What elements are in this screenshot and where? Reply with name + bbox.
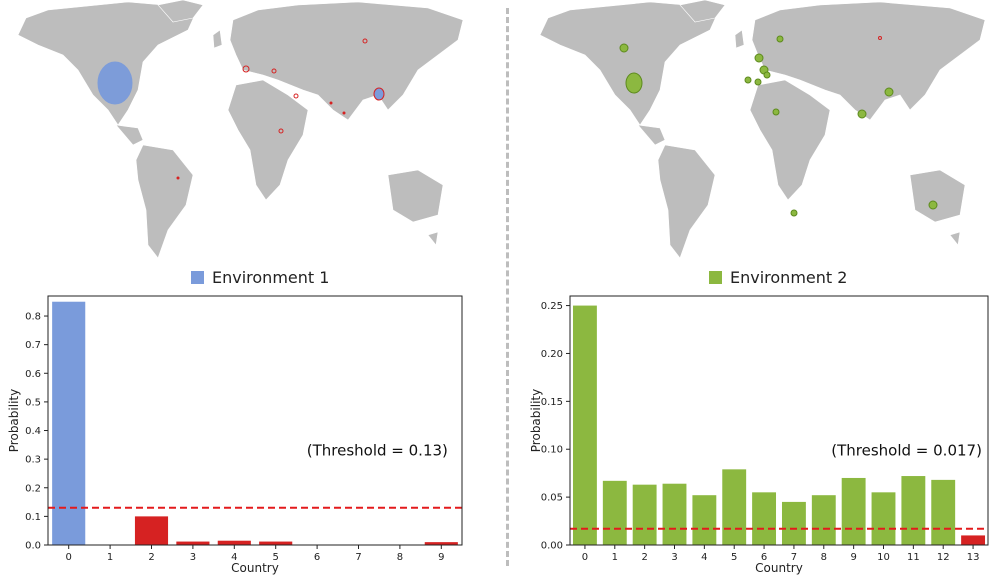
bar-2: [134, 516, 169, 545]
x-tick-label: 8: [821, 552, 827, 563]
x-tick-label: 5: [731, 552, 737, 563]
map-land: [539, 0, 986, 259]
x-tick-label: 9: [850, 552, 856, 563]
x-tick-label: 13: [967, 552, 980, 563]
map-markers: [97, 38, 385, 180]
bar-11: [901, 476, 926, 545]
x-tick-label: 9: [438, 552, 444, 563]
bar-0: [52, 301, 86, 545]
y-tick-label: 0.8: [25, 312, 41, 323]
threshold-annotation: (Threshold = 0.13): [307, 441, 448, 459]
legend-environment-1: Environment 1: [191, 266, 329, 288]
panel-divider: [506, 8, 509, 566]
y-tick-label: 0.4: [25, 426, 41, 437]
bar-0: [572, 305, 597, 545]
y-tick-label: 0.3: [25, 455, 41, 466]
bar-7: [781, 501, 806, 545]
threshold-annotation: (Threshold = 0.017): [831, 441, 982, 459]
x-tick-label: 7: [791, 552, 797, 563]
bar-3: [176, 541, 210, 545]
x-tick-label: 0: [66, 552, 72, 563]
bar-5: [259, 541, 293, 545]
bar-9: [841, 477, 866, 545]
plot-frame: [47, 295, 463, 546]
bar-3: [662, 483, 687, 545]
legend-label: Environment 1: [212, 267, 330, 287]
y-tick-label: 0.5: [25, 397, 41, 408]
bar-2: [632, 484, 657, 545]
bar-10: [871, 492, 896, 545]
x-tick-label: 6: [314, 552, 320, 563]
y-tick-label: 0.10: [541, 445, 563, 456]
x-tick-label: 8: [397, 552, 403, 563]
x-tick-label: 5: [273, 552, 279, 563]
map-markers: [619, 35, 938, 217]
x-axis-label: Country: [231, 561, 279, 575]
x-tick-label: 2: [641, 552, 647, 563]
x-tick-label: 2: [148, 552, 154, 563]
x-tick-label: 6: [761, 552, 767, 563]
x-tick-label: 0: [582, 552, 588, 563]
x-tick-label: 1: [612, 552, 618, 563]
y-tick-label: 0.1: [25, 512, 41, 523]
bar-1: [602, 480, 627, 545]
bar-4: [692, 495, 717, 545]
y-tick-label: 0.20: [541, 349, 563, 360]
legend-environment-2: Environment 2: [709, 266, 847, 288]
y-tick-label: 0.2: [25, 483, 41, 494]
y-tick-label: 0.00: [541, 541, 563, 552]
y-tick-label: 0.15: [541, 397, 563, 408]
y-tick-label: 0.05: [541, 493, 563, 504]
legend-swatch-env2: [709, 270, 722, 284]
x-tick-label: 4: [701, 552, 707, 563]
world-map-environment-2: [539, 0, 986, 259]
y-axis-label: Probability: [529, 389, 543, 452]
x-axis-label: Country: [755, 561, 803, 575]
bar-6: [752, 492, 777, 545]
bar-12: [931, 479, 956, 545]
legend-label: Environment 2: [730, 267, 848, 287]
y-tick-label: 0.0: [25, 541, 41, 552]
y-tick-label: 0.7: [25, 340, 41, 351]
world-map-environment-1: [17, 0, 464, 259]
map-land: [17, 0, 464, 259]
legend-swatch-env1: [191, 270, 204, 284]
bar-chart-environment-2: 0.000.050.100.150.200.250 1 2 3 4 5 6 7 8 9 10 11 12…: [529, 295, 989, 575]
x-tick-label: 3: [190, 552, 196, 563]
plot-frame: [569, 295, 989, 546]
y-tick-label: 0.6: [25, 369, 41, 380]
y-tick-label: 0.25: [541, 301, 563, 312]
bar-5: [722, 469, 747, 545]
x-tick-label: 3: [671, 552, 677, 563]
x-tick-label: 11: [907, 552, 920, 563]
x-tick-label: 4: [231, 552, 237, 563]
bar-4: [217, 540, 251, 545]
bar-13: [961, 535, 986, 545]
x-tick-label: 7: [355, 552, 361, 563]
bar-8: [811, 495, 836, 545]
bar-chart-environment-1: 0.0 0.1 0.2 0.3 0.4 0.5 0.6 0.7 0.8 0 1 2 3 4 5 6 7 8 9 Cou…: [7, 295, 463, 575]
x-tick-label: 12: [937, 552, 950, 563]
x-tick-label: 10: [877, 552, 890, 563]
bar-9: [424, 542, 458, 545]
y-axis-label: Probability: [7, 389, 21, 452]
x-tick-label: 1: [107, 552, 113, 563]
